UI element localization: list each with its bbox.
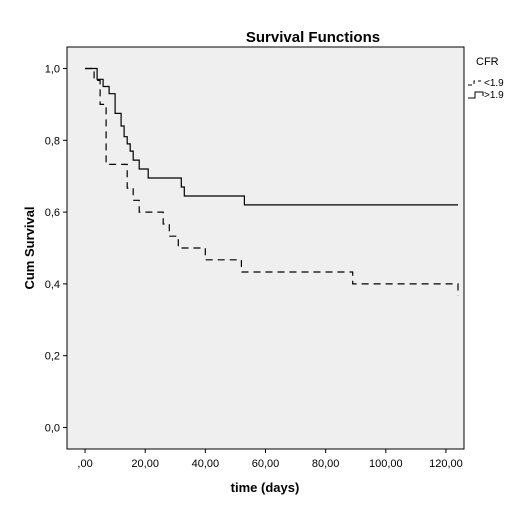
legend-title: CFR	[476, 56, 499, 68]
x-tick-label: 100,00	[369, 458, 403, 470]
legend-marker	[468, 91, 484, 99]
y-tick-label: 1,0	[45, 64, 60, 76]
x-axis: ,00 20,00 40,00 60,00 80,00 100,00 120,00	[77, 449, 463, 470]
series-line-cfr-low	[85, 67, 459, 296]
series-layer	[85, 67, 459, 296]
series-line-cfr-high	[85, 67, 458, 206]
y-tick-label: 0,8	[45, 135, 60, 147]
x-tick-label: 40,00	[192, 458, 220, 470]
legend-items: <1.9>1.9	[468, 78, 504, 101]
legend-marker	[468, 80, 481, 86]
y-tick-label: 0,4	[45, 279, 60, 291]
x-tick-label: 20,00	[131, 458, 159, 470]
x-tick-label: ,00	[77, 458, 92, 470]
x-axis-label: time (days)	[231, 480, 300, 495]
y-axis-label: Cum Survival	[22, 206, 37, 289]
x-tick-label: 60,00	[252, 458, 280, 470]
y-tick-label: 0,2	[45, 351, 60, 363]
x-tick-label: 120,00	[429, 458, 463, 470]
x-tick-label: 80,00	[312, 458, 340, 470]
chart-title: Survival Functions	[246, 29, 380, 46]
legend: CFR <1.9>1.9	[468, 56, 504, 101]
plot-area	[66, 46, 465, 450]
y-axis: 0,0 0,2 0,4 0,6 0,8 1,0	[45, 64, 67, 434]
y-tick-label: 0,6	[45, 207, 60, 219]
legend-label: <1.9	[484, 78, 504, 89]
y-tick-label: 0,0	[45, 422, 60, 434]
legend-label: >1.9	[484, 90, 504, 101]
